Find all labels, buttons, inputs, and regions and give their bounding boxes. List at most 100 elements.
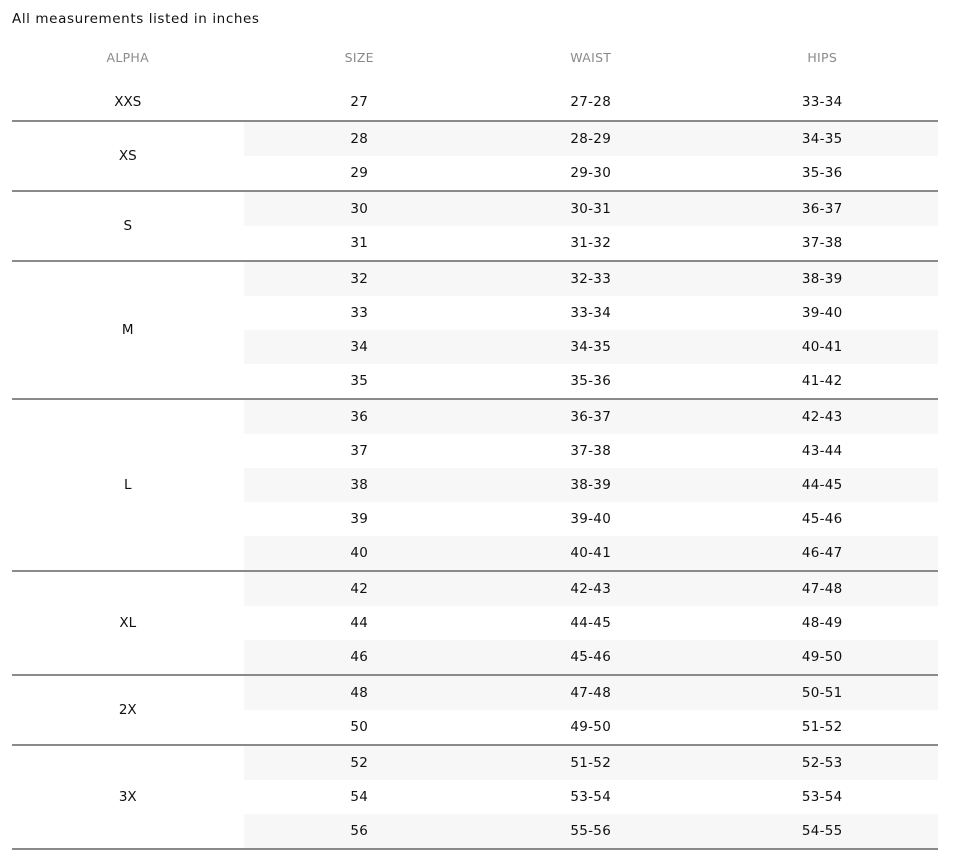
- size-group: S 30 30-31 36-37 31 31-32 37-38: [12, 192, 938, 262]
- waist-cell: 35-36: [570, 373, 612, 389]
- size-cell: 46: [350, 649, 369, 665]
- waist-cell: 32-33: [570, 271, 612, 287]
- table-row: 29 29-30 35-36: [244, 156, 939, 190]
- hips-cell: 47-48: [801, 581, 843, 597]
- size-cell: 50: [350, 719, 369, 735]
- size-cell: 29: [350, 165, 369, 181]
- alpha-cell: L: [12, 400, 244, 570]
- size-group: 3X 52 51-52 52-53 54 53-54 53-54 56 55-56 54-55: [12, 746, 938, 850]
- measurement-note: All measurements listed in inches: [12, 11, 260, 27]
- size-cell: 37: [350, 443, 369, 459]
- waist-cell: 33-34: [570, 305, 612, 321]
- waist-cell: 49-50: [570, 719, 612, 735]
- table-row: 33 33-34 39-40: [244, 296, 939, 330]
- table-row: 54 53-54 53-54: [244, 780, 939, 814]
- hips-cell: 49-50: [801, 649, 843, 665]
- hips-cell: 48-49: [801, 615, 843, 631]
- waist-cell: 27-28: [570, 94, 612, 110]
- hips-cell: 37-38: [801, 235, 843, 251]
- table-row: 44 44-45 48-49: [244, 606, 939, 640]
- hips-cell: 39-40: [801, 305, 843, 321]
- hips-cell: 45-46: [801, 511, 843, 527]
- size-cell: 42: [350, 581, 369, 597]
- size-cell: 34: [350, 339, 369, 355]
- table-row: 36 36-37 42-43: [243, 400, 938, 434]
- hips-cell: 54-55: [801, 823, 843, 839]
- waist-cell: 42-43: [570, 581, 612, 597]
- table-row: 37 37-38 43-44: [244, 434, 939, 468]
- table-row: 38 38-39 44-45: [243, 468, 938, 502]
- alpha-cell: XS: [12, 122, 244, 190]
- hips-cell: 35-36: [801, 165, 843, 181]
- alpha-cell: XL: [12, 572, 244, 674]
- hips-cell: 36-37: [801, 201, 843, 217]
- alpha-cell: XXS: [12, 84, 244, 120]
- table-row: 39 39-40 45-46: [244, 502, 939, 536]
- size-cell: 38: [350, 477, 369, 493]
- table-row: 46 45-46 49-50: [243, 640, 938, 674]
- size-group: L 36 36-37 42-43 37 37-38 43-44 38 38-39 44-45 39 3…: [12, 400, 938, 572]
- table-row: 34 34-35 40-41: [243, 330, 938, 364]
- hips-cell: 40-41: [801, 339, 843, 355]
- table-row: 28 28-29 34-35: [243, 122, 938, 156]
- size-cell: 36: [350, 409, 369, 425]
- size-cell: 39: [350, 511, 369, 527]
- hips-cell: 44-45: [801, 477, 843, 493]
- table-row: 42 42-43 47-48: [243, 572, 938, 606]
- size-group: XS 28 28-29 34-35 29 29-30 35-36: [12, 122, 938, 192]
- size-cell: 56: [350, 823, 369, 839]
- waist-cell: 47-48: [570, 685, 612, 701]
- size-group: XXS 27 27-28 33-34: [12, 84, 938, 122]
- waist-cell: 53-54: [570, 789, 612, 805]
- size-cell: 27: [350, 94, 369, 110]
- size-cell: 48: [350, 685, 369, 701]
- waist-cell: 36-37: [570, 409, 612, 425]
- header-hips: HIPS: [807, 49, 838, 65]
- table-row: 40 40-41 46-47: [243, 536, 938, 570]
- hips-cell: 41-42: [801, 373, 843, 389]
- hips-cell: 38-39: [801, 271, 843, 287]
- waist-cell: 40-41: [570, 545, 612, 561]
- waist-cell: 45-46: [570, 649, 612, 665]
- waist-cell: 30-31: [570, 201, 612, 217]
- waist-cell: 39-40: [570, 511, 612, 527]
- size-cell: 54: [350, 789, 369, 805]
- size-cell: 28: [350, 131, 369, 147]
- alpha-cell: S: [12, 192, 244, 260]
- size-chart-table: ALPHA SIZE WAIST HIPS XXS 27 27-28 33-34 XS 2…: [12, 40, 938, 850]
- table-row: 35 35-36 41-42: [244, 364, 939, 398]
- table-row: 52 51-52 52-53: [243, 746, 938, 780]
- table-row: 56 55-56 54-55: [243, 814, 938, 848]
- waist-cell: 55-56: [570, 823, 612, 839]
- waist-cell: 31-32: [570, 235, 612, 251]
- table-row: 50 49-50 51-52: [244, 710, 939, 744]
- header-waist: WAIST: [570, 49, 612, 65]
- hips-cell: 52-53: [801, 755, 843, 771]
- header-alpha: ALPHA: [106, 49, 149, 65]
- size-group: M 32 32-33 38-39 33 33-34 39-40 34 34-35 40-41 35 3…: [12, 262, 938, 400]
- table-header: ALPHA SIZE WAIST HIPS: [12, 40, 938, 74]
- waist-cell: 29-30: [570, 165, 612, 181]
- header-spacer: [12, 74, 938, 84]
- hips-cell: 53-54: [801, 789, 843, 805]
- alpha-cell: M: [12, 262, 244, 398]
- waist-cell: 28-29: [570, 131, 612, 147]
- table-row: 30 30-31 36-37: [243, 192, 938, 226]
- hips-cell: 50-51: [801, 685, 843, 701]
- size-cell: 35: [350, 373, 369, 389]
- waist-cell: 38-39: [570, 477, 612, 493]
- waist-cell: 51-52: [570, 755, 612, 771]
- hips-cell: 51-52: [801, 719, 843, 735]
- hips-cell: 34-35: [801, 131, 843, 147]
- table-row: 48 47-48 50-51: [243, 676, 938, 710]
- hips-cell: 46-47: [801, 545, 843, 561]
- waist-cell: 44-45: [570, 615, 612, 631]
- size-group: 2X 48 47-48 50-51 50 49-50 51-52: [12, 676, 938, 746]
- table-row: 32 32-33 38-39: [243, 262, 938, 296]
- table-row: 31 31-32 37-38: [244, 226, 939, 260]
- waist-cell: 34-35: [570, 339, 612, 355]
- size-cell: 32: [350, 271, 369, 287]
- table-row: 27 27-28 33-34: [244, 84, 939, 120]
- size-cell: 40: [350, 545, 369, 561]
- size-cell: 31: [350, 235, 369, 251]
